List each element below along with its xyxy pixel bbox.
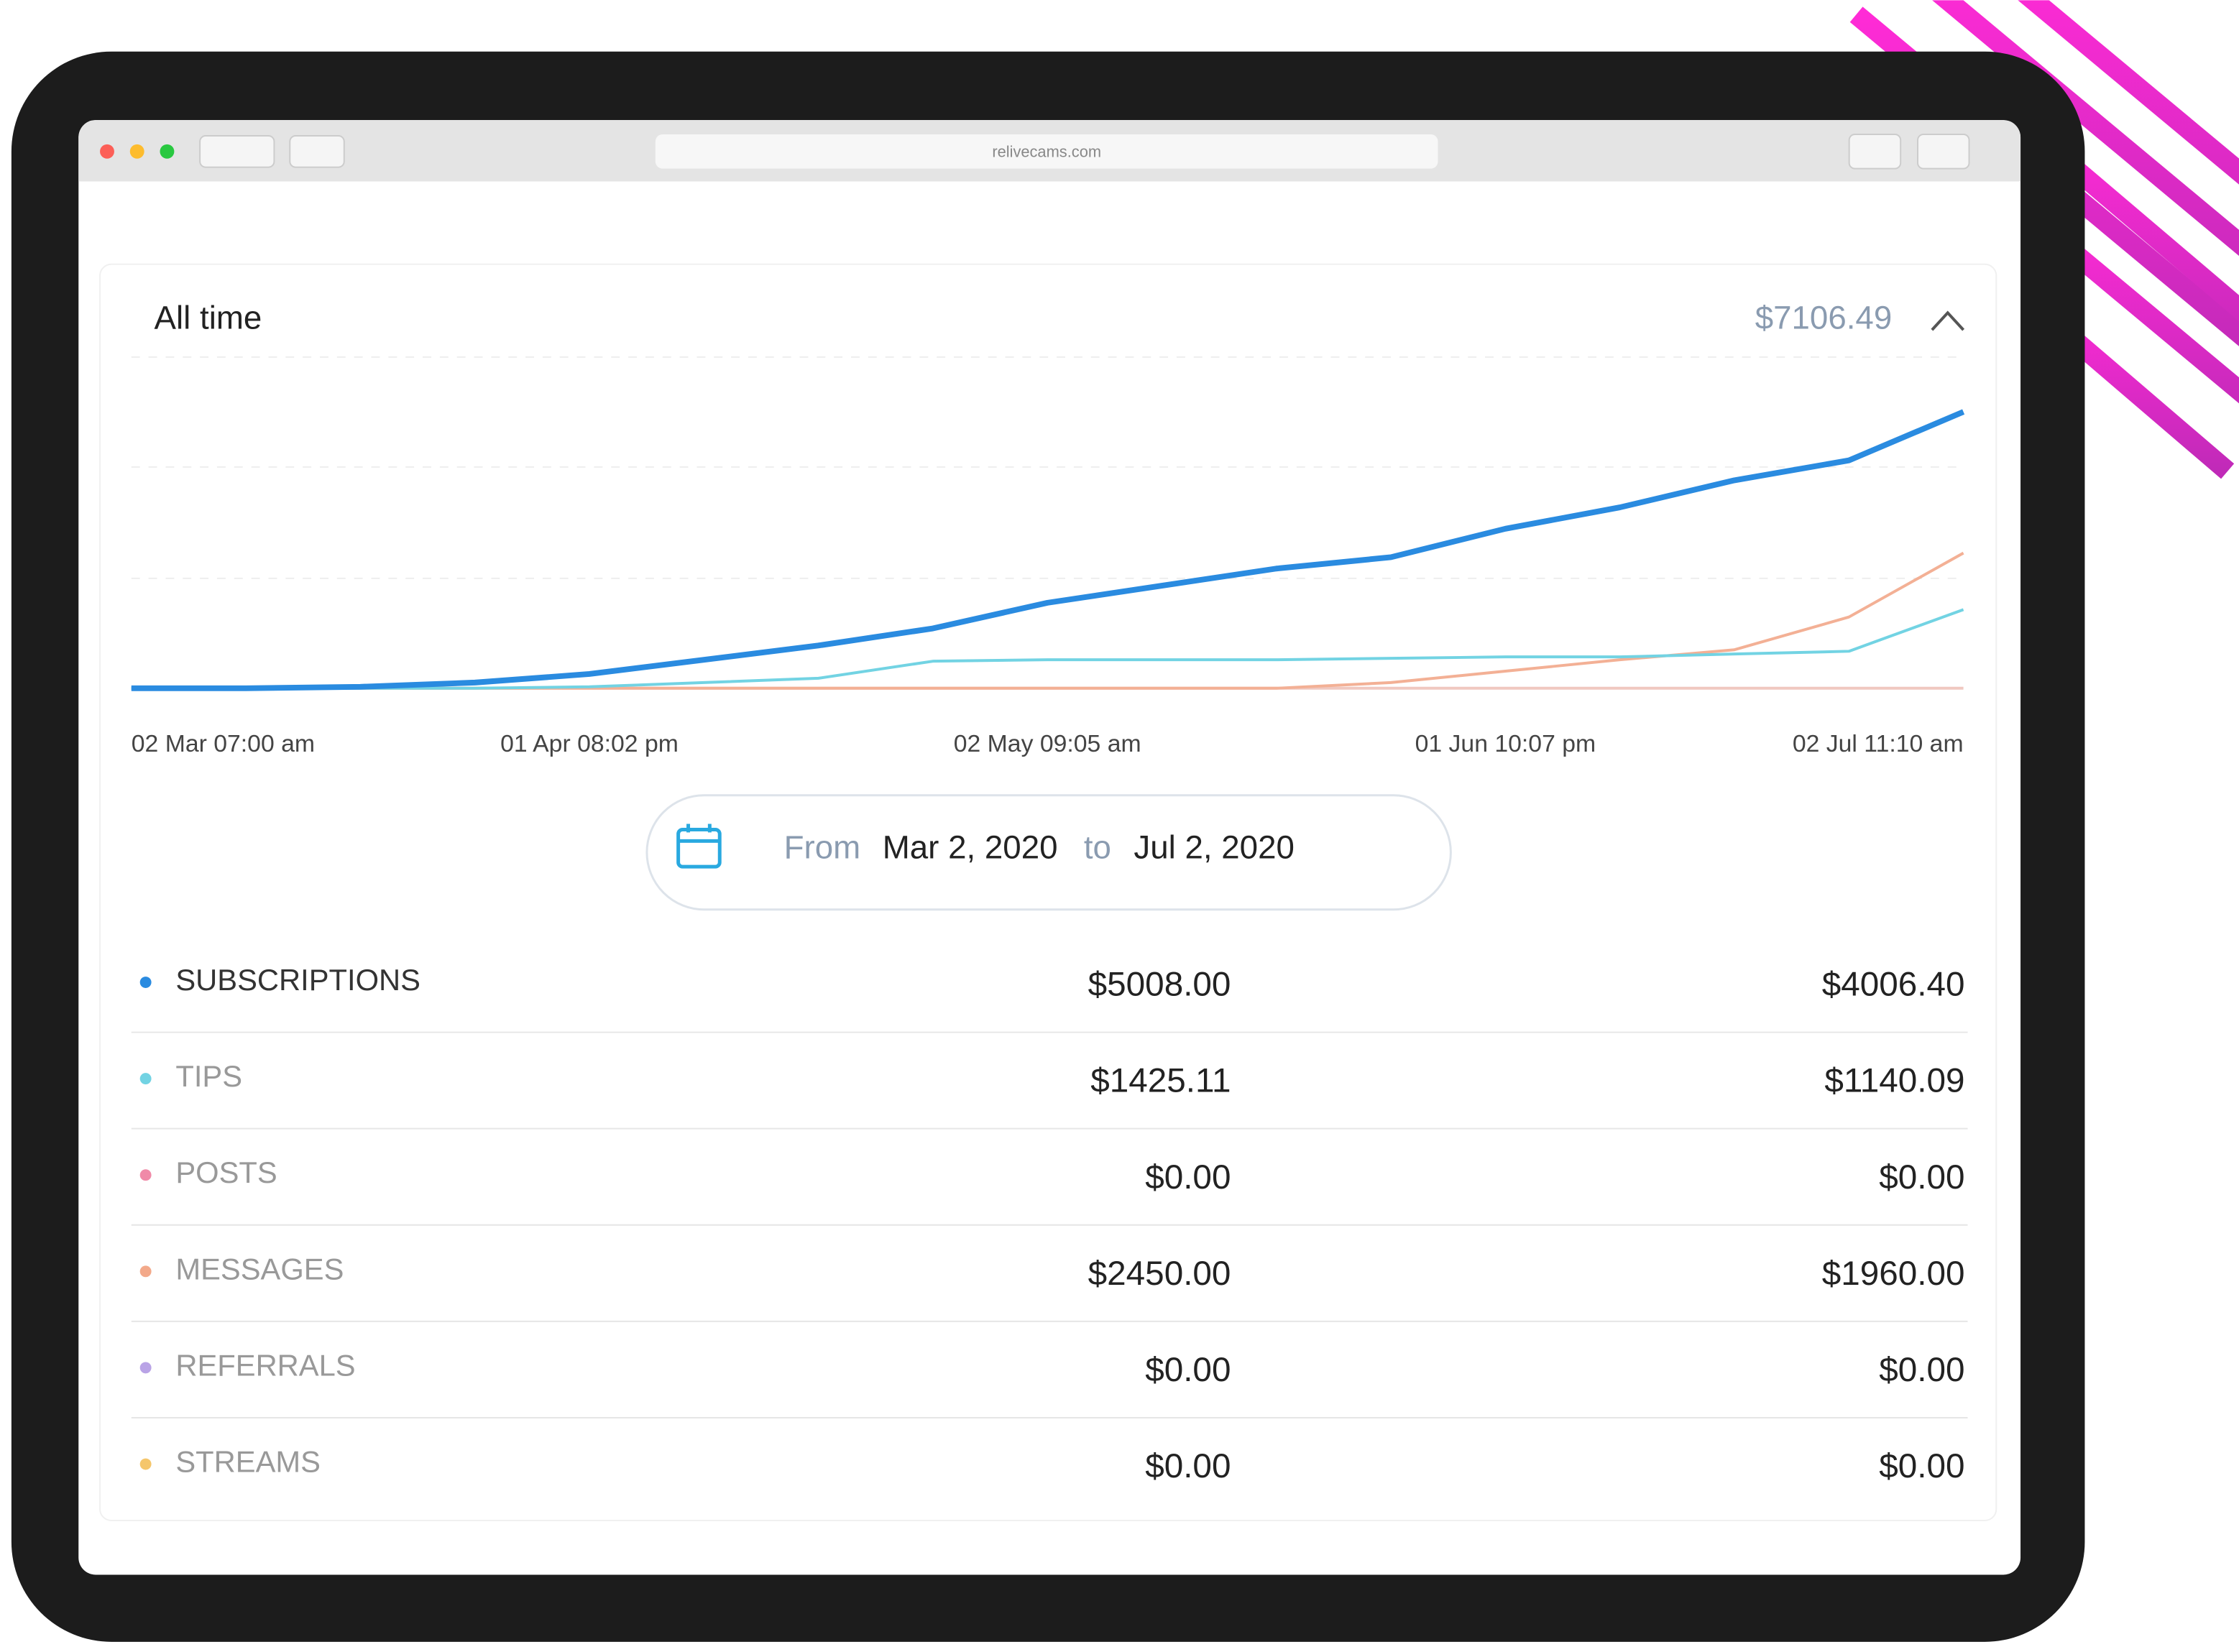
total-amount: $2450.00 bbox=[1088, 1255, 1231, 1293]
nav-buttons[interactable] bbox=[199, 134, 275, 168]
to-date: Jul 2, 2020 bbox=[1134, 829, 1295, 865]
net-amount: $1140.09 bbox=[1824, 1062, 1964, 1100]
tabs-button[interactable] bbox=[1917, 133, 1970, 170]
legend-dot bbox=[139, 1265, 152, 1278]
from-label: From bbox=[784, 829, 861, 865]
legend-dot bbox=[139, 1458, 152, 1470]
x-tick-label: 01 Jun 10:07 pm bbox=[1415, 730, 1596, 757]
x-tick-label: 01 Apr 08:02 pm bbox=[500, 730, 679, 757]
series-line bbox=[131, 608, 1964, 690]
zoom-button[interactable] bbox=[160, 144, 175, 159]
category-name: REFERRALS bbox=[175, 1348, 355, 1382]
category-name: SUBSCRIPTIONS bbox=[175, 963, 420, 997]
net-amount: $4006.40 bbox=[1822, 966, 1965, 1004]
legend-dot bbox=[139, 1362, 152, 1374]
share-button[interactable] bbox=[1848, 133, 1902, 170]
category-name: POSTS bbox=[175, 1155, 277, 1189]
card-title: All time bbox=[155, 299, 262, 336]
net-amount: $0.00 bbox=[1879, 1158, 1964, 1196]
sidebar-button[interactable] bbox=[289, 134, 345, 168]
total-amount: $0.00 bbox=[1145, 1447, 1231, 1485]
total-amount: $0.00 bbox=[1145, 1351, 1231, 1389]
from-date: Mar 2, 2020 bbox=[883, 829, 1058, 865]
grid bbox=[131, 356, 1964, 579]
x-tick-label: 02 May 09:05 am bbox=[954, 730, 1141, 757]
total: $7106.49 bbox=[1755, 299, 1893, 336]
to-label: to bbox=[1084, 829, 1111, 865]
close-button[interactable] bbox=[100, 144, 114, 159]
category-name: MESSAGES bbox=[175, 1252, 344, 1286]
series-line bbox=[131, 409, 1965, 691]
total-amount: $5008.00 bbox=[1088, 966, 1231, 1004]
legend-dot bbox=[139, 977, 152, 988]
url: relivecams.com bbox=[992, 143, 1101, 161]
x-tick-label: 02 Jul 11:10 am bbox=[1793, 730, 1964, 757]
net-amount: $0.00 bbox=[1879, 1447, 1964, 1485]
legend-dot bbox=[139, 1073, 152, 1085]
net-amount: $1960.00 bbox=[1822, 1255, 1965, 1293]
total-amount: $0.00 bbox=[1145, 1158, 1231, 1196]
minimize-button[interactable] bbox=[129, 144, 144, 159]
collapse-icon[interactable] bbox=[1931, 310, 1965, 331]
calendar-icon bbox=[676, 823, 722, 869]
address-bar[interactable] bbox=[655, 134, 1438, 169]
x-tick-label: 02 Mar 07:00 am bbox=[132, 730, 315, 757]
total-amount: $1425.11 bbox=[1090, 1062, 1231, 1100]
net-amount: $0.00 bbox=[1879, 1351, 1964, 1389]
date-picker[interactable] bbox=[645, 794, 1452, 911]
category-name: TIPS bbox=[175, 1059, 242, 1093]
legend-dot bbox=[139, 1169, 152, 1181]
category-name: STREAMS bbox=[175, 1445, 321, 1479]
